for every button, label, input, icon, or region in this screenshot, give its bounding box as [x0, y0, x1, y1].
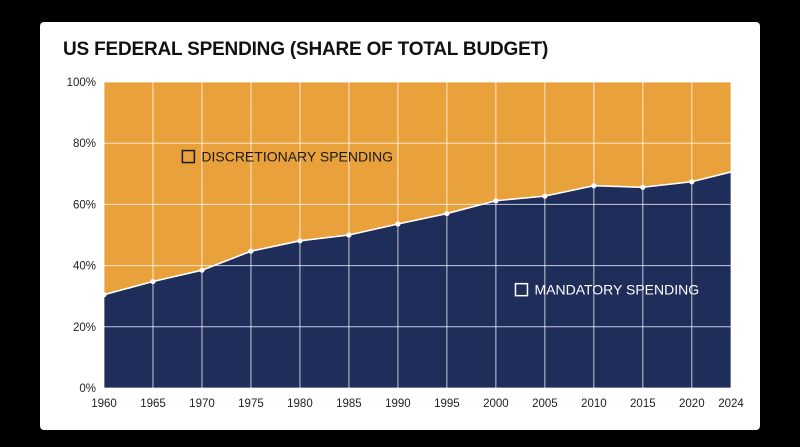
y-tick-label: 0%: [79, 383, 96, 395]
x-tick-label: 2005: [532, 398, 558, 410]
y-tick-label: 20%: [73, 322, 96, 334]
y-tick-label: 100%: [67, 77, 96, 89]
mandatory-label: MANDATORY SPENDING: [534, 282, 699, 298]
x-tick-label: 1960: [91, 398, 117, 410]
data-point: [395, 221, 401, 227]
stacked-area-chart: 0% 20% 40% 60% 80% 100% 1960 1965 1970 1975 1980 19…: [67, 77, 745, 410]
mandatory-legend-square: [514, 282, 529, 297]
x-tick-label: 1965: [140, 398, 166, 410]
x-tick-label: 1990: [385, 398, 411, 410]
y-tick-label: 40%: [73, 261, 96, 273]
data-point: [199, 267, 205, 273]
data-point: [101, 292, 107, 298]
discretionary-legend-square: [181, 149, 196, 164]
data-point: [297, 238, 303, 244]
data-point: [248, 248, 254, 254]
x-tick-label: 1975: [238, 398, 264, 410]
discretionary-area: [104, 82, 731, 295]
x-tick-label: 2024: [718, 398, 744, 410]
x-tick-label: 1970: [189, 398, 215, 410]
y-tick-label: 80%: [73, 138, 96, 150]
x-tick-label: 2020: [679, 398, 705, 410]
x-tick-label: 1995: [434, 398, 460, 410]
series-boundary-line: [103, 171, 732, 296]
data-point: [493, 198, 499, 204]
data-point: [346, 232, 352, 238]
y-tick-label: 60%: [73, 199, 96, 211]
data-point: [689, 179, 695, 185]
x-tick-label: 1985: [336, 398, 362, 410]
chart-title: US FEDERAL SPENDING (SHARE OF TOTAL BUDG…: [63, 39, 549, 60]
x-tick-label: 2010: [581, 398, 607, 410]
x-tick-label: 2000: [483, 398, 509, 410]
discretionary-label: DISCRETIONARY SPENDING: [201, 149, 393, 165]
data-point: [591, 183, 597, 189]
x-tick-label: 1980: [287, 398, 313, 410]
data-point: [150, 278, 156, 285]
data-point: [444, 210, 450, 217]
data-point: [542, 193, 548, 199]
x-tick-label: 2015: [630, 398, 656, 410]
data-point: [640, 184, 646, 190]
mandatory-area: [104, 171, 731, 388]
chart-card: US FEDERAL SPENDING (SHARE OF TOTAL BUDG…: [40, 22, 760, 430]
